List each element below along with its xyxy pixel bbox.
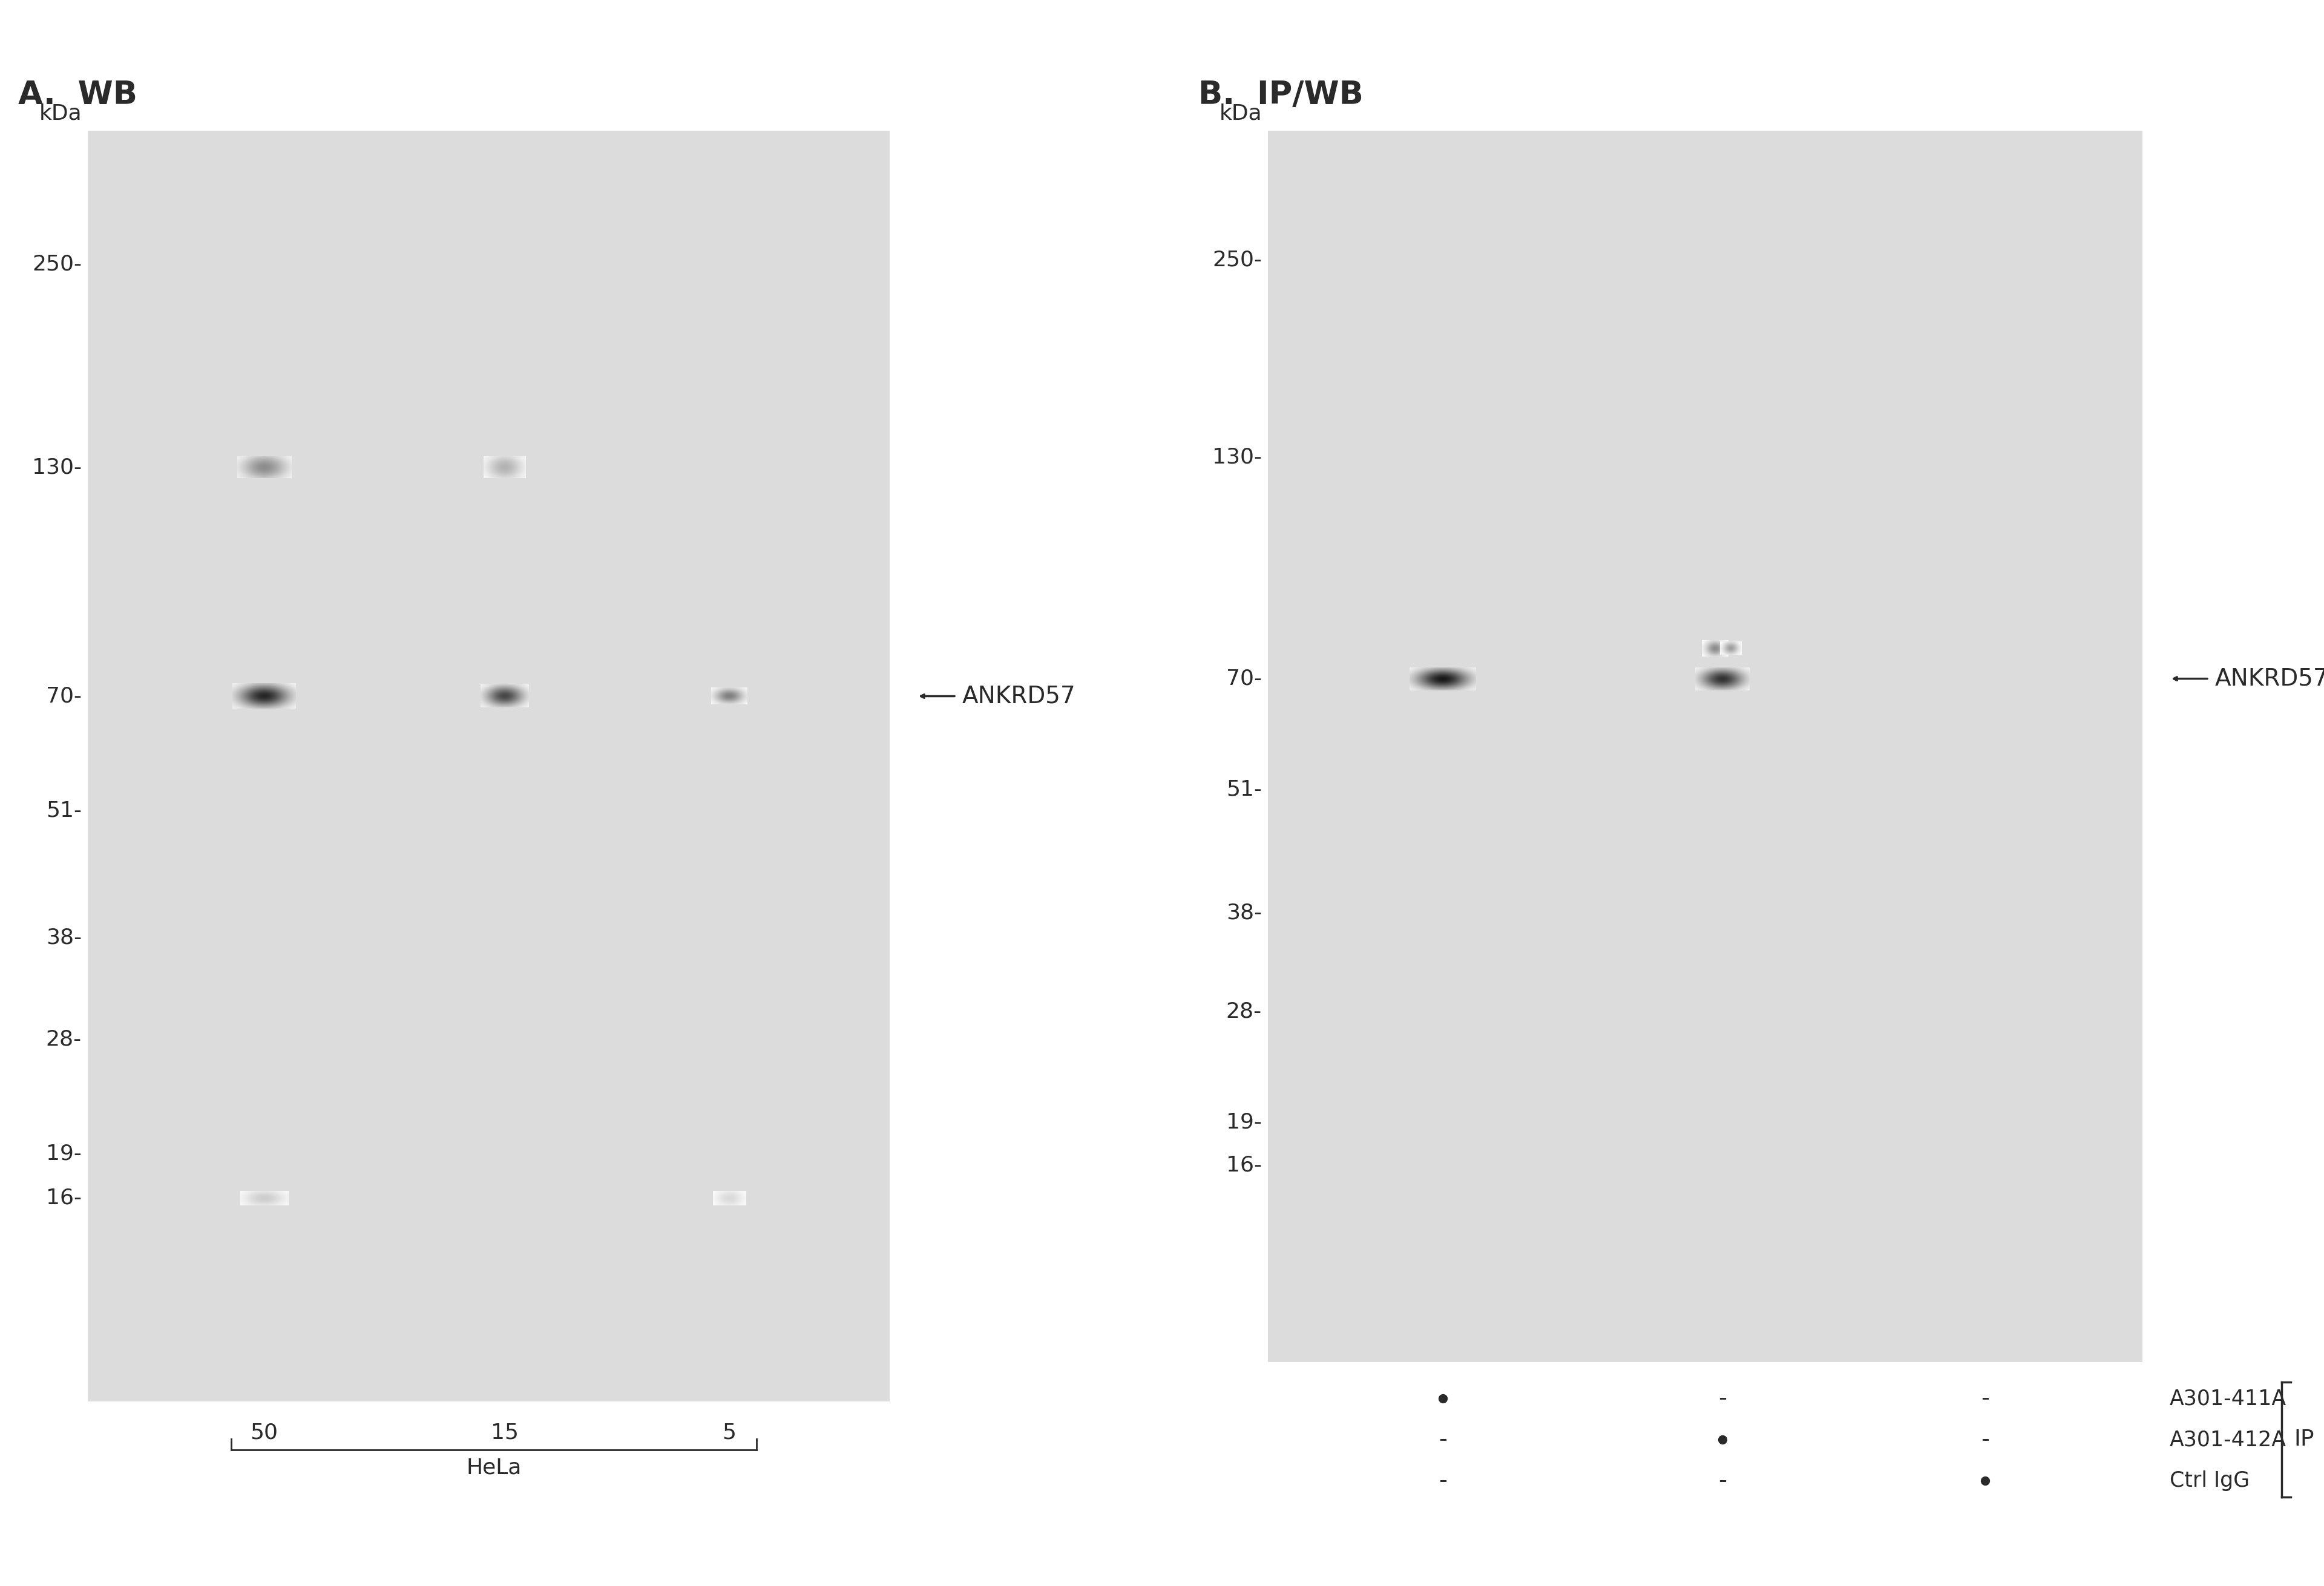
Text: kDa: kDa: [1220, 103, 1262, 124]
Text: IP: IP: [2294, 1429, 2315, 1451]
Text: B.  IP/WB: B. IP/WB: [1199, 79, 1364, 111]
Bar: [1269, 130, 2143, 1362]
Bar: [88, 130, 890, 1402]
Text: HeLa: HeLa: [467, 1458, 521, 1478]
Text: A.  WB: A. WB: [19, 79, 137, 111]
Text: 50: 50: [251, 1423, 279, 1443]
Text: -: -: [1980, 1386, 1989, 1410]
Text: 70-: 70-: [1227, 668, 1262, 688]
Text: 38-: 38-: [1227, 902, 1262, 923]
Text: 250-: 250-: [33, 254, 81, 274]
Text: 51-: 51-: [1227, 779, 1262, 799]
Text: 5: 5: [723, 1423, 737, 1443]
Text: 15: 15: [490, 1423, 518, 1443]
Text: 28-: 28-: [46, 1029, 81, 1050]
Text: Ctrl IgG: Ctrl IgG: [2171, 1470, 2250, 1491]
Text: -: -: [1980, 1427, 1989, 1451]
Text: ANKRD57: ANKRD57: [2215, 668, 2324, 690]
Text: 19-: 19-: [1227, 1112, 1262, 1132]
Text: A301-412A: A301-412A: [2171, 1429, 2287, 1450]
Text: 16-: 16-: [1227, 1155, 1262, 1175]
Text: ANKRD57: ANKRD57: [962, 685, 1076, 707]
Text: 51-: 51-: [46, 801, 81, 822]
Text: 28-: 28-: [1227, 1001, 1262, 1021]
Text: -: -: [1439, 1427, 1448, 1451]
Text: 130-: 130-: [33, 457, 81, 477]
Text: 16-: 16-: [46, 1188, 81, 1209]
Text: 38-: 38-: [46, 928, 81, 948]
Text: -: -: [1717, 1469, 1727, 1492]
Text: 130-: 130-: [1213, 447, 1262, 468]
Text: 70-: 70-: [46, 685, 81, 706]
Text: -: -: [1439, 1469, 1448, 1492]
Text: -: -: [1717, 1386, 1727, 1410]
Text: 19-: 19-: [46, 1144, 81, 1164]
Text: A301-411A: A301-411A: [2171, 1388, 2287, 1408]
Text: 250-: 250-: [1213, 249, 1262, 270]
Text: kDa: kDa: [40, 103, 81, 124]
